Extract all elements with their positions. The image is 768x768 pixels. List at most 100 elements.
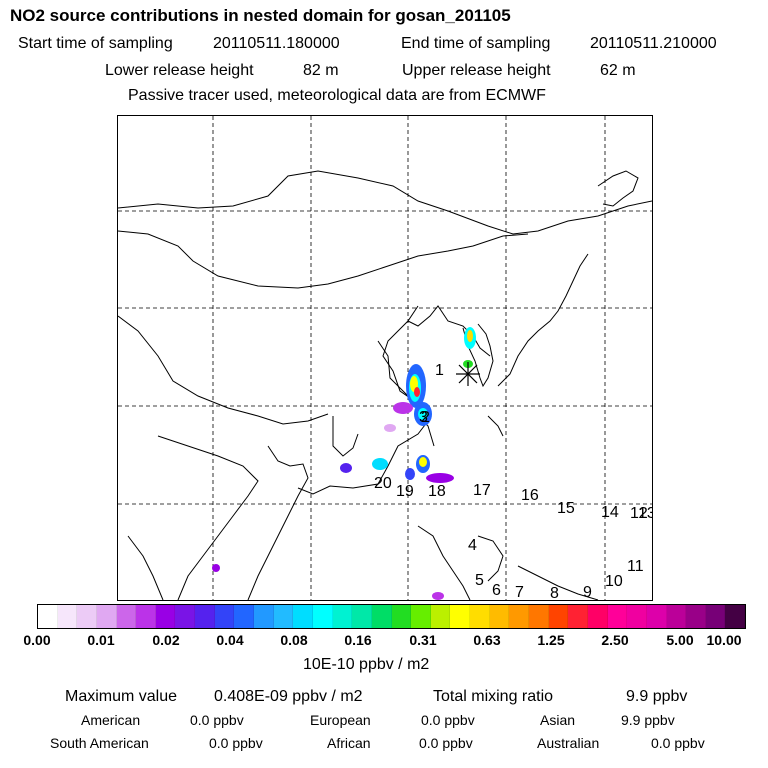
color-scale-swatch	[627, 605, 647, 628]
color-scale-swatch	[548, 605, 569, 628]
color-scale-tick: 0.04	[216, 632, 244, 648]
color-scale-tick: 2.50	[601, 632, 629, 648]
color-scale-swatch	[293, 605, 313, 628]
lower-height-label: Lower release height	[105, 62, 254, 79]
region-value: 0.0 ppbv	[419, 735, 473, 751]
source-label: 8	[550, 585, 559, 601]
color-scale-swatch	[646, 605, 667, 628]
map-panel: 1 2 3 4 5 6 7 8 9 10 11 12 13 14 15 16 1…	[117, 115, 653, 601]
color-scale-swatch	[116, 605, 137, 628]
source-label: 11	[627, 558, 644, 575]
color-scale-swatch	[352, 605, 372, 628]
color-scale-swatch	[430, 605, 451, 628]
color-scale-swatch	[175, 605, 196, 628]
color-scale-tick: 5.00	[666, 632, 694, 648]
source-label: 13	[638, 505, 652, 522]
color-scale-swatch	[234, 605, 255, 628]
coastlines	[118, 170, 652, 600]
region-name: Australian	[537, 735, 600, 751]
source-label: 12	[630, 505, 648, 522]
color-scale-swatch	[38, 605, 58, 628]
source-label: 10	[605, 573, 623, 590]
color-scale-swatch	[332, 605, 353, 628]
color-scale-swatch	[411, 605, 431, 628]
color-scale-swatch	[391, 605, 412, 628]
color-scale-swatch	[450, 605, 471, 628]
color-scale-swatch	[470, 605, 490, 628]
color-scale-swatch	[529, 605, 549, 628]
color-scale-swatch	[155, 605, 176, 628]
color-scale-swatch	[77, 605, 97, 628]
color-scale-swatch	[254, 605, 274, 628]
max-value-label: Maximum value	[65, 688, 178, 705]
upper-height-label: Upper release height	[402, 62, 551, 79]
color-scale-swatch	[273, 605, 294, 628]
lower-height-value: 82 m	[303, 62, 339, 79]
color-scale-tick: 0.16	[344, 632, 372, 648]
contribution-plumes	[212, 327, 476, 600]
region-value: 0.0 ppbv	[190, 712, 244, 728]
source-label: 6	[492, 582, 501, 599]
color-scale-swatch	[705, 605, 726, 628]
source-label: 17	[473, 482, 491, 499]
region-name: African	[327, 735, 371, 751]
graticule	[118, 116, 652, 600]
region-name: European	[310, 712, 371, 728]
color-scale-tick: 0.02	[152, 632, 180, 648]
region-name: American	[81, 712, 141, 728]
total-mixing-label: Total mixing ratio	[433, 688, 554, 705]
asterisk-star-icon	[456, 362, 480, 386]
color-scale-swatch	[607, 605, 628, 628]
start-time-label: Start time of sampling	[18, 35, 173, 52]
color-scale-tick: 0.01	[87, 632, 115, 648]
color-scale-swatch	[371, 605, 392, 628]
region-name: Asian	[540, 712, 576, 728]
end-time-label: End time of sampling	[401, 35, 551, 52]
region-name: South American	[50, 735, 149, 751]
source-label: 3	[419, 409, 428, 426]
tracer-note: Passive tracer used, meteorological data…	[128, 87, 546, 104]
color-scale-swatch	[686, 605, 706, 628]
total-mixing-value: 9.9 ppbv	[626, 688, 688, 705]
source-label: 7	[515, 584, 524, 601]
color-scale-tick: 10.00	[706, 632, 742, 648]
color-scale-swatch	[489, 605, 510, 628]
color-scale-swatch	[136, 605, 156, 628]
source-label: 2	[421, 409, 430, 426]
color-scale-swatch	[57, 605, 78, 628]
region-value: 0.0 ppbv	[651, 735, 705, 751]
source-label: 14	[601, 504, 619, 521]
source-label: 1	[435, 362, 444, 379]
source-label: 19	[396, 483, 414, 500]
source-label: 16	[521, 487, 539, 504]
max-value: 0.408E-09 ppbv / m2	[214, 688, 363, 705]
source-label: 20	[374, 475, 392, 492]
source-label: 4	[468, 537, 477, 554]
region-value: 9.9 ppbv	[621, 712, 675, 728]
upper-height-value: 62 m	[600, 62, 636, 79]
color-scale-swatch	[725, 605, 746, 628]
region-value: 0.0 ppbv	[421, 712, 475, 728]
color-scale-tick: 1.25	[537, 632, 565, 648]
region-value: 0.0 ppbv	[209, 735, 263, 751]
source-label: 5	[475, 572, 484, 589]
color-scale-swatch	[195, 605, 215, 628]
color-scale-tick: 0.31	[409, 632, 437, 648]
start-time-value: 20110511.180000	[213, 35, 340, 52]
source-label: 18	[428, 483, 446, 500]
source-label: 15	[557, 500, 575, 517]
color-scale-unit: 10E-10 ppbv / m2	[303, 656, 430, 673]
color-scale-swatch	[96, 605, 117, 628]
color-scale-swatch	[587, 605, 608, 628]
source-label: 9	[583, 584, 592, 601]
color-scale-swatch	[509, 605, 530, 628]
color-scale-swatch	[214, 605, 235, 628]
color-scale-bar	[37, 604, 746, 629]
end-time-value: 20110511.210000	[590, 35, 717, 52]
color-scale-tick: 0.00	[23, 632, 51, 648]
color-scale-swatch	[568, 605, 588, 628]
color-scale-tick: 0.63	[473, 632, 501, 648]
color-scale-swatch	[666, 605, 687, 628]
map-graphic	[118, 116, 652, 600]
color-scale-swatch	[312, 605, 333, 628]
